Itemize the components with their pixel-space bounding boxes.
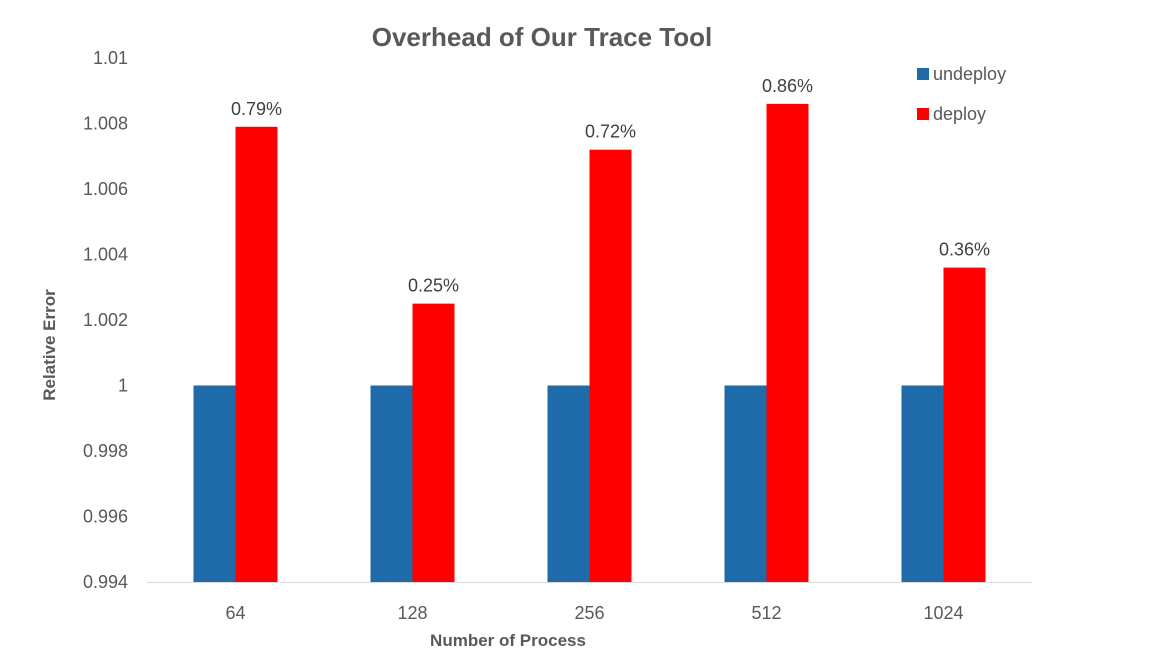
legend-swatch bbox=[917, 108, 929, 120]
data-label: 0.79% bbox=[231, 99, 282, 119]
y-tick-label: 0.996 bbox=[83, 507, 128, 527]
y-tick-label: 0.998 bbox=[83, 441, 128, 461]
undeploy-bar bbox=[370, 385, 413, 582]
x-tick-label: 256 bbox=[574, 603, 604, 623]
legend-label: deploy bbox=[933, 104, 986, 124]
x-axis-label: Number of Process bbox=[430, 631, 586, 650]
undeploy-bar bbox=[547, 385, 590, 582]
x-tick-label: 128 bbox=[397, 603, 427, 623]
y-tick-label: 1.008 bbox=[83, 114, 128, 134]
y-tick-label: 1.01 bbox=[93, 48, 128, 68]
legend-label: undeploy bbox=[933, 64, 1006, 84]
data-label: 0.72% bbox=[585, 122, 636, 142]
undeploy-bar bbox=[724, 385, 767, 582]
plot-area: 0.79% 0.25% 0.72% 0.86% 0.36% bbox=[193, 76, 990, 583]
deploy-bar bbox=[235, 126, 278, 583]
y-axis-label: Relative Error bbox=[40, 289, 59, 401]
x-axis: 64 128 256 512 1024 bbox=[225, 603, 963, 623]
y-tick-label: 0.994 bbox=[83, 572, 128, 592]
deploy-bar bbox=[412, 303, 455, 582]
undeploy-bar bbox=[901, 385, 944, 582]
data-label: 0.36% bbox=[939, 240, 990, 260]
x-tick-label: 512 bbox=[751, 603, 781, 623]
y-tick-label: 1.006 bbox=[83, 179, 128, 199]
y-tick-label: 1 bbox=[118, 376, 128, 396]
deploy-bar bbox=[589, 149, 632, 582]
y-tick-label: 1.004 bbox=[83, 245, 128, 265]
deploy-bar bbox=[943, 267, 986, 582]
x-tick-label: 1024 bbox=[923, 603, 963, 623]
y-axis: 0.994 0.996 0.998 1 1.002 1.004 1.006 1.008 1.01 bbox=[83, 48, 128, 592]
data-label: 0.86% bbox=[762, 76, 813, 96]
data-label: 0.25% bbox=[408, 276, 459, 296]
x-tick-label: 64 bbox=[225, 603, 245, 623]
deploy-bar bbox=[766, 103, 809, 582]
y-tick-label: 1.002 bbox=[83, 310, 128, 330]
undeploy-bar bbox=[193, 385, 236, 582]
legend: undeploy deploy bbox=[917, 64, 1006, 124]
chart-title: Overhead of Our Trace Tool bbox=[372, 22, 713, 52]
legend-swatch bbox=[917, 68, 929, 80]
